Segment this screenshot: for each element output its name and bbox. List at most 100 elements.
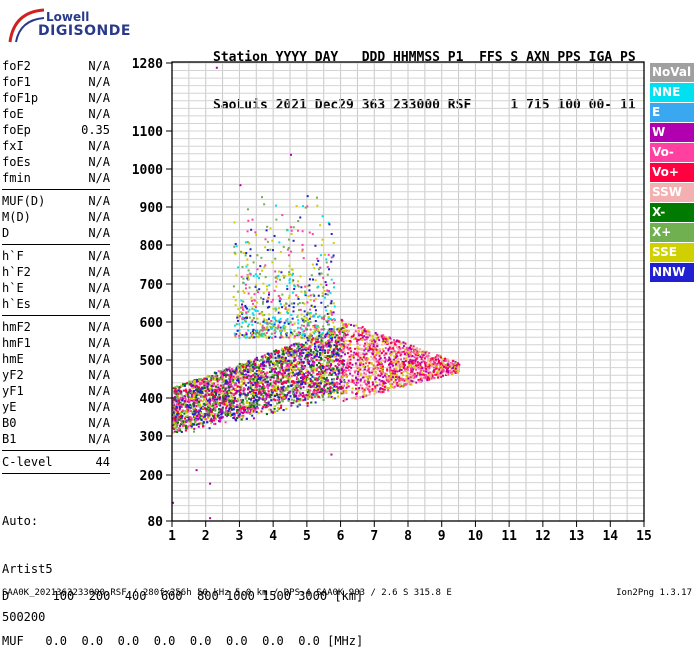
- echo-point: [277, 365, 279, 367]
- echo-point: [290, 366, 292, 368]
- echo-point: [288, 369, 290, 371]
- echo-point: [305, 328, 307, 330]
- echo-point: [327, 266, 329, 268]
- echo-point: [210, 419, 212, 421]
- echo-point: [278, 271, 280, 273]
- echo-point: [275, 205, 277, 207]
- echo-point: [284, 347, 286, 349]
- echo-point: [250, 384, 252, 386]
- echo-point: [306, 301, 308, 303]
- echo-point: [288, 391, 290, 393]
- echo-point: [173, 414, 175, 416]
- echo-point: [268, 313, 270, 315]
- echo-point: [237, 314, 239, 316]
- echo-point: [315, 401, 317, 403]
- echo-point: [239, 374, 241, 376]
- echo-point: [288, 297, 290, 299]
- echo-point: [258, 335, 260, 337]
- echo-point: [209, 375, 211, 377]
- echo-point: [292, 389, 294, 391]
- echo-point: [302, 230, 304, 232]
- echo-point: [253, 293, 255, 295]
- echo-point: [262, 321, 264, 323]
- echo-point: [329, 386, 331, 388]
- echo-point: [287, 365, 289, 367]
- echo-point: [273, 365, 275, 367]
- echo-point: [204, 414, 206, 416]
- echo-point: [334, 336, 336, 338]
- echo-point: [196, 424, 198, 426]
- echo-point: [196, 385, 198, 387]
- echo-point: [311, 386, 313, 388]
- echo-point: [302, 331, 304, 333]
- echo-point: [228, 369, 230, 371]
- echo-point: [284, 372, 286, 374]
- echo-point: [182, 410, 184, 412]
- echo-point: [192, 385, 194, 387]
- echo-point: [268, 284, 270, 286]
- echo-point: [318, 331, 320, 333]
- echo-point: [246, 333, 248, 335]
- echo-point: [189, 404, 191, 406]
- echo-point: [311, 339, 313, 341]
- echo-point: [278, 362, 280, 364]
- echo-point: [262, 303, 264, 305]
- echo-point: [225, 382, 227, 384]
- echo-point: [257, 268, 259, 270]
- echo-point: [179, 413, 181, 415]
- echo-point: [272, 308, 274, 310]
- echo-point: [292, 318, 294, 320]
- echo-point: [310, 374, 312, 376]
- echo-point: [264, 381, 266, 383]
- echo-point: [286, 381, 288, 383]
- echo-point: [317, 329, 319, 331]
- echo-point: [253, 317, 255, 319]
- echo-point: [252, 363, 254, 365]
- echo-point: [179, 409, 181, 411]
- echo-point: [205, 390, 207, 392]
- echo-point: [240, 251, 242, 253]
- echo-point: [321, 337, 323, 339]
- echo-point: [286, 311, 288, 313]
- echo-point: [176, 390, 178, 392]
- echo-point: [302, 352, 304, 354]
- echo-point: [322, 351, 324, 353]
- echo-point: [238, 335, 240, 337]
- echo-point: [254, 231, 256, 233]
- echo-point: [247, 329, 249, 331]
- echo-point: [255, 364, 257, 366]
- echo-point: [297, 303, 299, 305]
- echo-point: [224, 412, 226, 414]
- echo-point: [279, 279, 281, 281]
- echo-point: [304, 310, 306, 312]
- echo-point: [323, 387, 325, 389]
- echo-point: [236, 317, 238, 319]
- echo-point: [301, 376, 303, 378]
- echo-point: [289, 273, 291, 275]
- echo-point: [275, 357, 277, 359]
- echo-point: [290, 329, 292, 331]
- echo-point: [229, 400, 231, 402]
- echo-point: [226, 391, 228, 393]
- echo-point: [313, 386, 315, 388]
- echo-point: [327, 349, 329, 351]
- echo-point: [311, 397, 313, 399]
- echo-point: [296, 343, 298, 345]
- echo-point: [299, 373, 301, 375]
- echo-point: [320, 339, 322, 341]
- echo-point: [291, 233, 293, 235]
- echo-point: [244, 394, 246, 396]
- echo-point: [242, 366, 244, 368]
- echo-point: [337, 392, 339, 394]
- echo-point: [225, 402, 227, 404]
- echo-point: [326, 377, 328, 379]
- echo-point: [235, 388, 237, 390]
- echo-point: [304, 320, 306, 322]
- echo-point: [191, 394, 193, 396]
- echo-point: [210, 422, 212, 424]
- echo-point: [287, 360, 289, 362]
- echo-point: [308, 385, 310, 387]
- echo-point: [312, 361, 314, 363]
- echo-point: [267, 387, 269, 389]
- echo-point: [264, 354, 266, 356]
